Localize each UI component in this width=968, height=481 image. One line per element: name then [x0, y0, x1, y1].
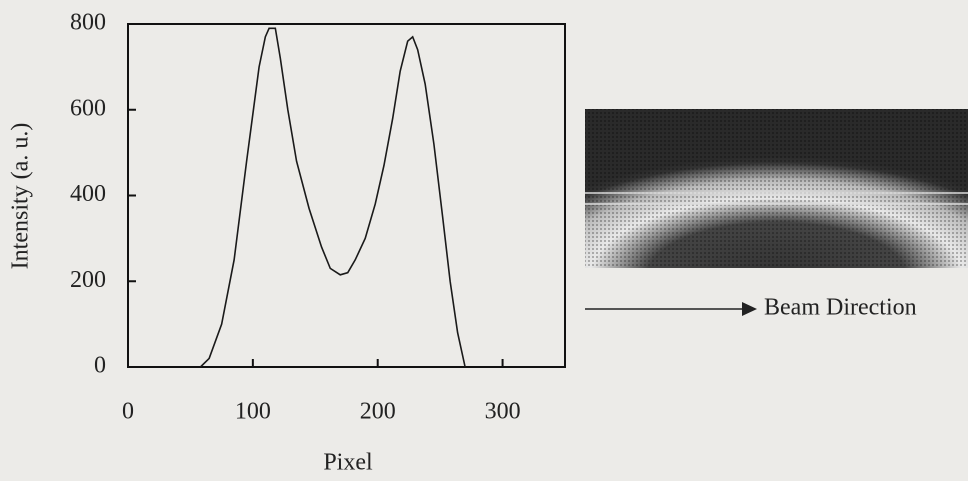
- beam-direction-label: Beam Direction: [764, 295, 917, 321]
- x-tick-label: 200: [360, 399, 396, 425]
- intensity-line: [200, 28, 465, 367]
- x-axis-label: Pixel: [323, 450, 373, 476]
- plot-frame: [128, 24, 565, 367]
- y-axis-label: Intensity (a. u.): [8, 123, 34, 270]
- x-tick-label: 100: [235, 399, 271, 425]
- x-tick-label: 300: [485, 399, 521, 425]
- y-tick-label: 200: [70, 267, 106, 293]
- y-tick-label: 800: [70, 10, 106, 36]
- y-tick-label: 0: [94, 353, 106, 379]
- y-tick-label: 600: [70, 95, 106, 121]
- y-tick-label: 400: [70, 181, 106, 207]
- beam-arrow: [585, 302, 757, 316]
- x-tick-label: 0: [122, 399, 134, 425]
- beam-image: [585, 109, 968, 268]
- figure: Beam Direction Pixel Intensity (a. u.) 0…: [0, 0, 968, 481]
